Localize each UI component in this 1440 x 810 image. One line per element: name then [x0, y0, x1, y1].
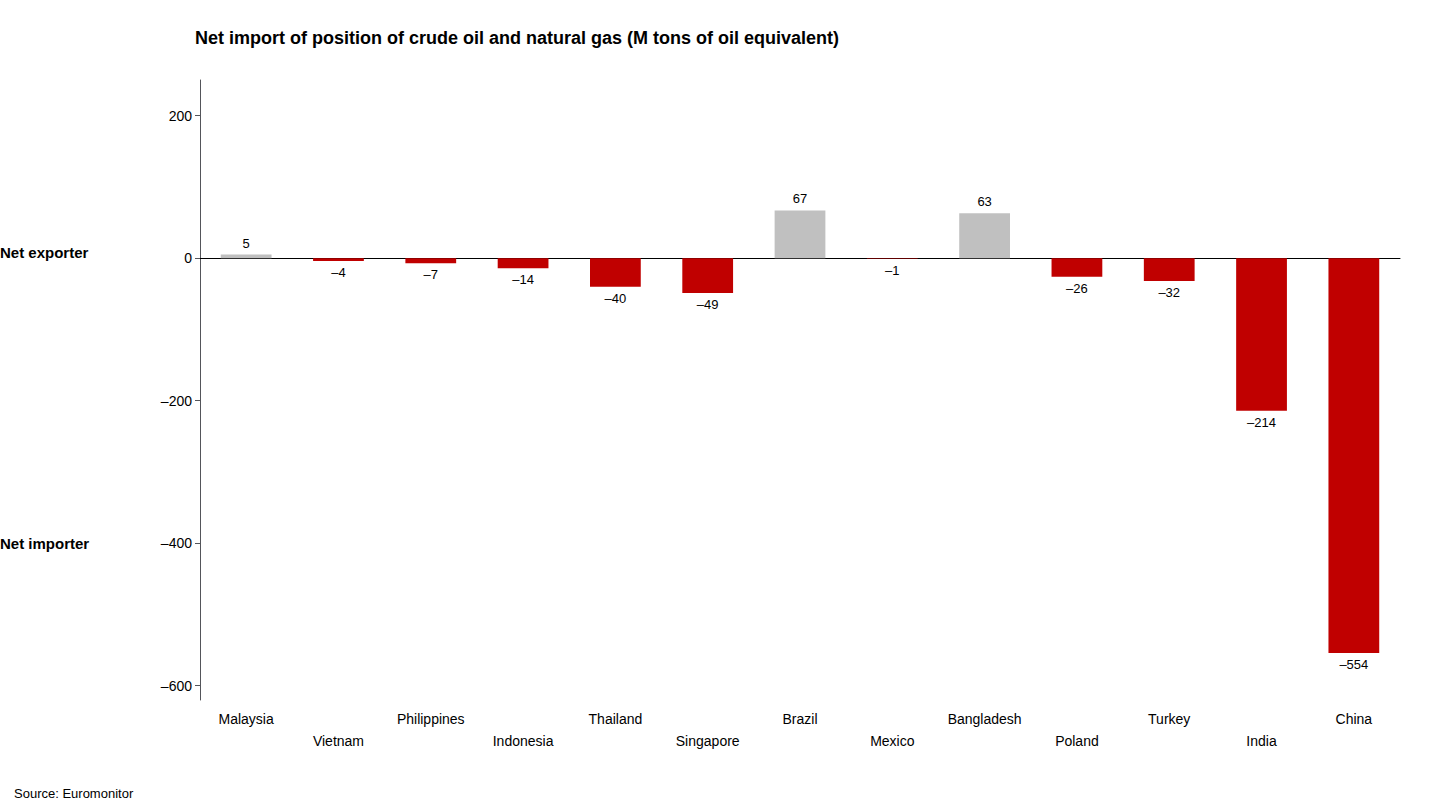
svg-text:Poland: Poland — [1055, 733, 1099, 749]
svg-text:–4: –4 — [331, 265, 345, 280]
svg-text:0: 0 — [184, 250, 192, 266]
svg-text:Bangladesh: Bangladesh — [948, 711, 1022, 727]
svg-text:63: 63 — [977, 194, 991, 209]
svg-text:–554: –554 — [1339, 657, 1368, 672]
svg-text:–214: –214 — [1247, 415, 1276, 430]
svg-text:–32: –32 — [1158, 285, 1180, 300]
svg-text:Net import of position of crud: Net import of position of crude oil and … — [195, 28, 839, 48]
svg-text:Source: Euromonitor: Source: Euromonitor — [14, 786, 134, 801]
svg-text:–1: –1 — [885, 263, 899, 278]
svg-text:–14: –14 — [512, 272, 534, 287]
svg-text:Malaysia: Malaysia — [219, 711, 274, 727]
svg-text:Indonesia: Indonesia — [493, 733, 554, 749]
svg-text:Thailand: Thailand — [589, 711, 643, 727]
svg-text:–49: –49 — [697, 297, 719, 312]
svg-text:–7: –7 — [424, 267, 438, 282]
svg-text:67: 67 — [793, 191, 807, 206]
svg-text:200: 200 — [169, 108, 193, 124]
svg-text:Singapore: Singapore — [676, 733, 740, 749]
svg-text:–200: –200 — [161, 393, 192, 409]
svg-text:China: China — [1336, 711, 1373, 727]
svg-text:Brazil: Brazil — [782, 711, 817, 727]
svg-text:Philippines: Philippines — [397, 711, 465, 727]
svg-text:–600: –600 — [161, 678, 192, 694]
svg-text:–400: –400 — [161, 535, 192, 551]
svg-text:–40: –40 — [605, 291, 627, 306]
svg-text:–26: –26 — [1066, 281, 1088, 296]
svg-text:Net importer: Net importer — [0, 535, 89, 552]
svg-text:Mexico: Mexico — [870, 733, 915, 749]
svg-text:Net exporter: Net exporter — [0, 244, 89, 261]
svg-text:Turkey: Turkey — [1148, 711, 1190, 727]
svg-text:Vietnam: Vietnam — [313, 733, 364, 749]
svg-text:5: 5 — [243, 236, 250, 251]
svg-text:India: India — [1246, 733, 1277, 749]
